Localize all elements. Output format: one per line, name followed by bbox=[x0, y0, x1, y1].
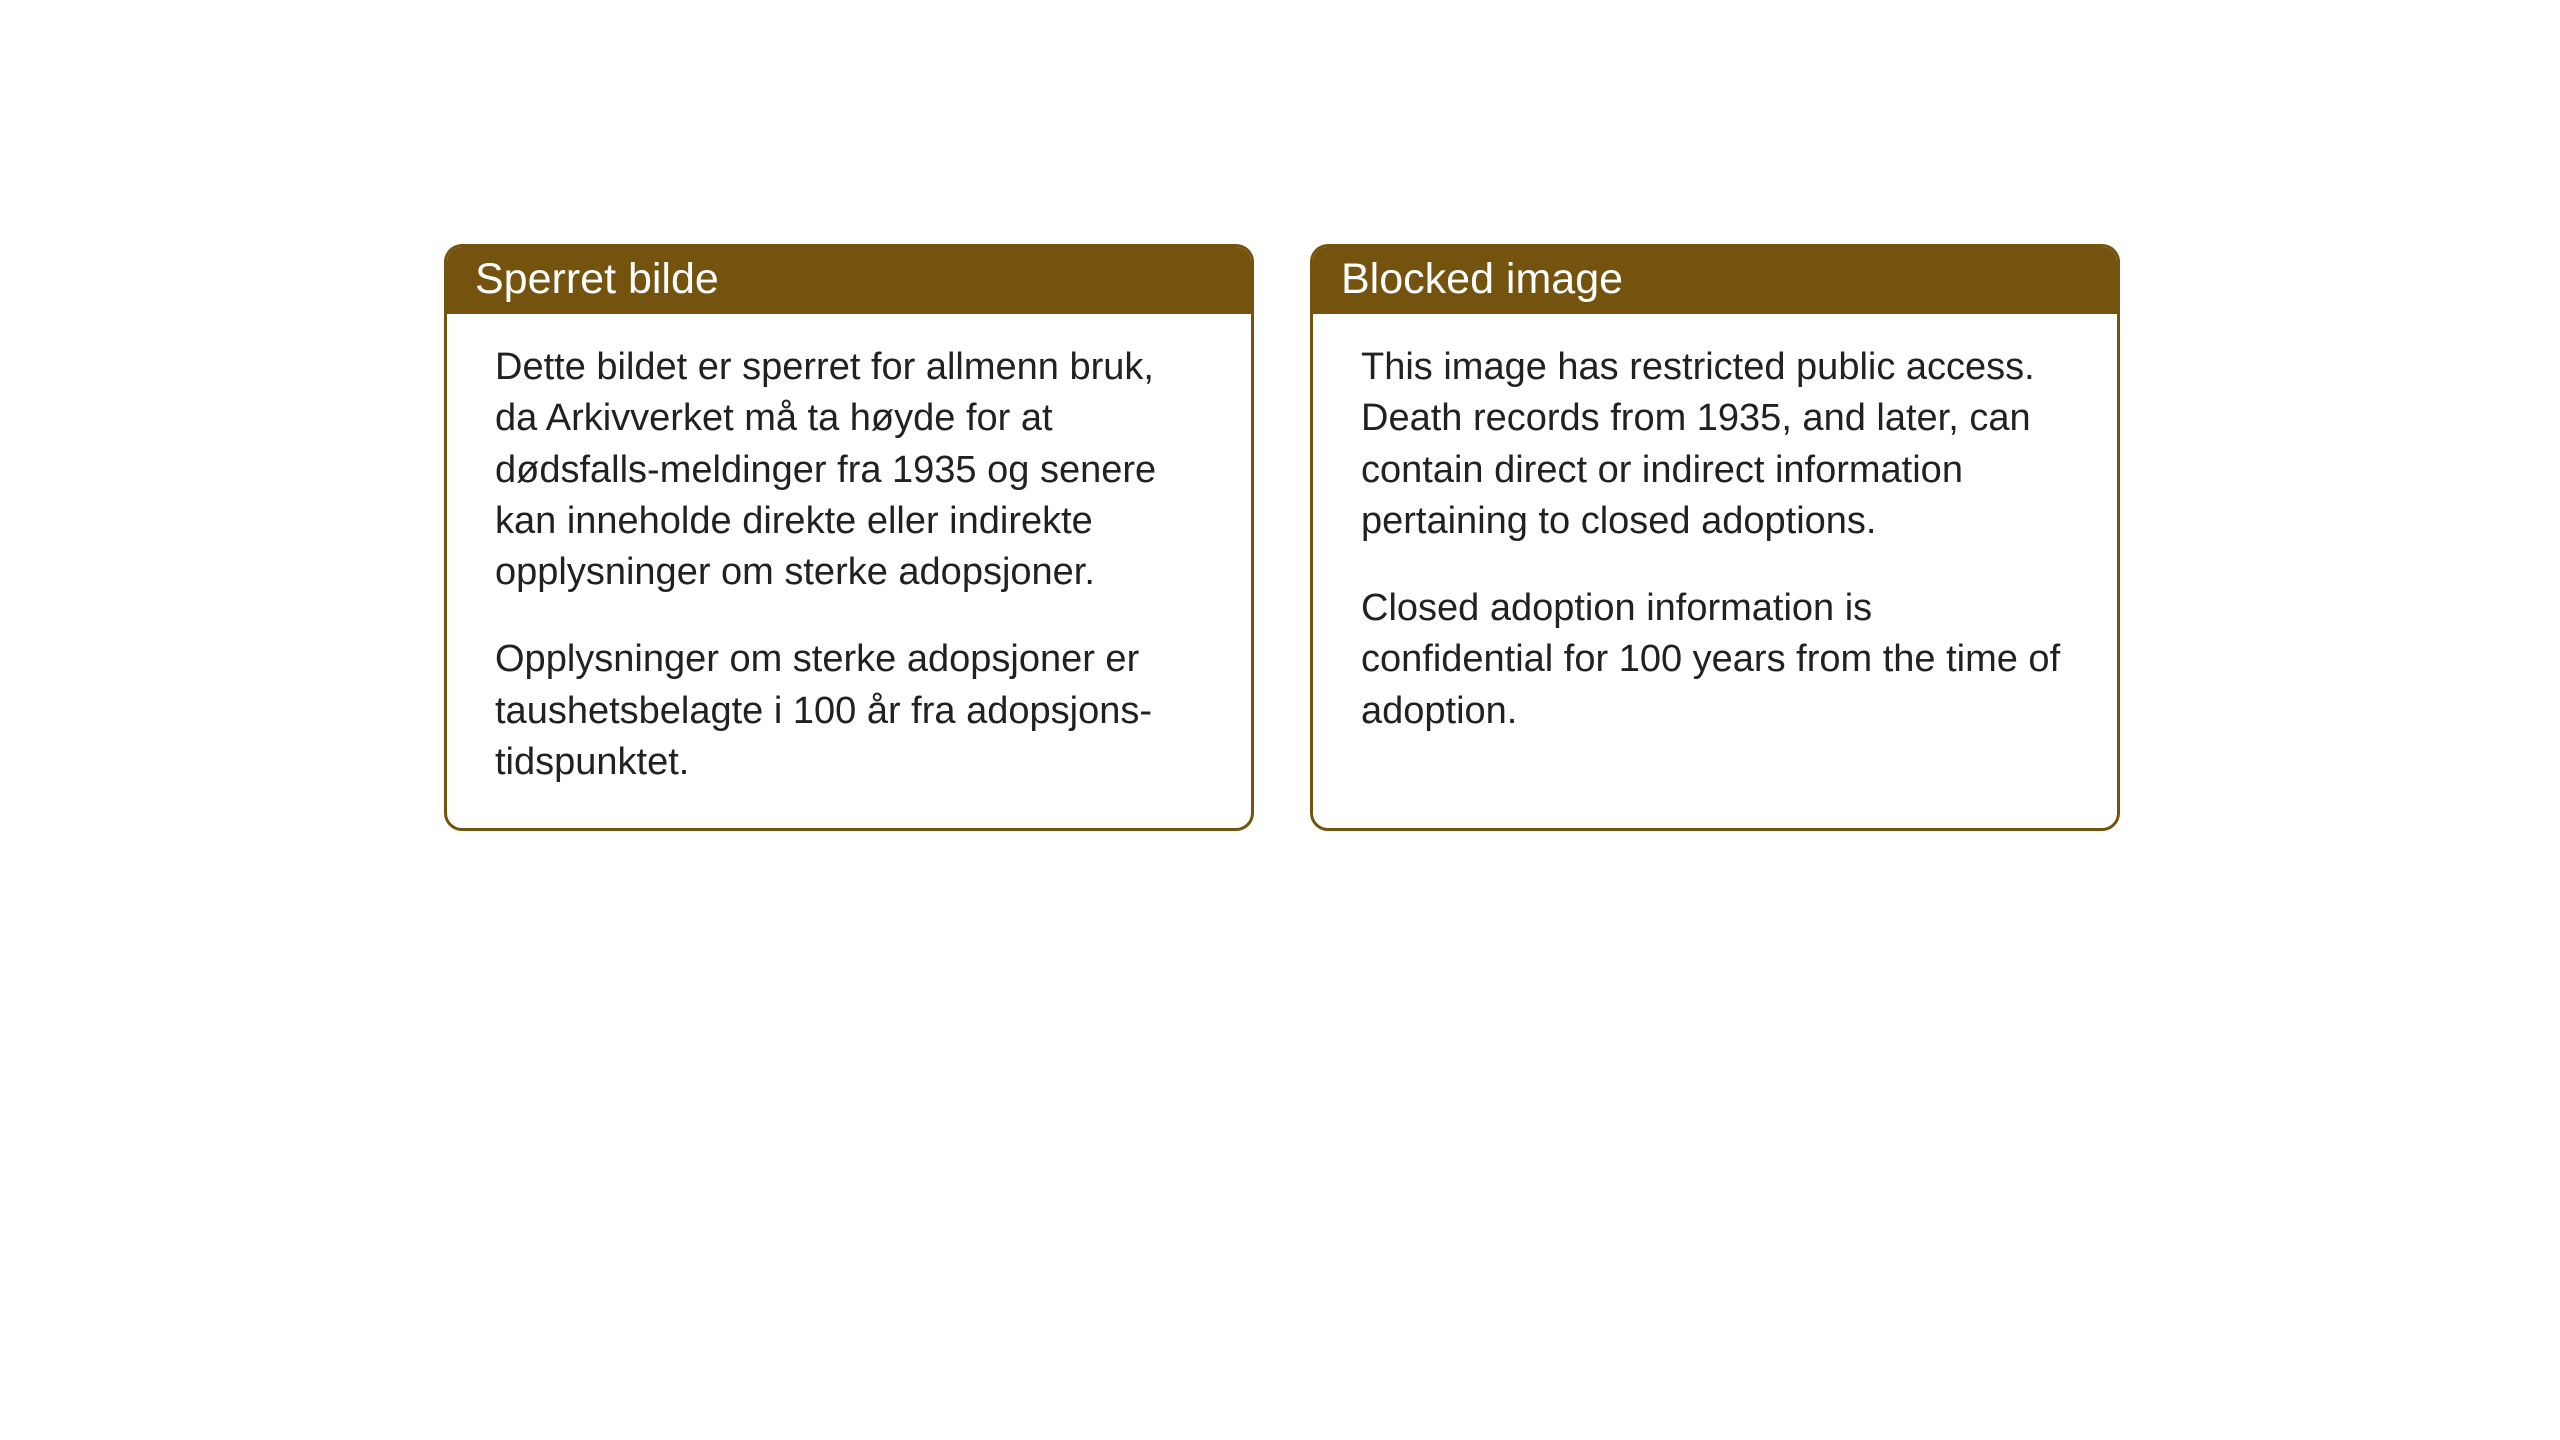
card-body-english: This image has restricted public access.… bbox=[1313, 314, 2117, 777]
card-paragraph-english-2: Closed adoption information is confident… bbox=[1361, 583, 2069, 737]
card-header-english: Blocked image bbox=[1313, 247, 2117, 314]
card-body-norwegian: Dette bildet er sperret for allmenn bruk… bbox=[447, 314, 1251, 828]
notice-card-english: Blocked image This image has restricted … bbox=[1310, 244, 2120, 831]
card-paragraph-english-1: This image has restricted public access.… bbox=[1361, 342, 2069, 547]
notice-card-norwegian: Sperret bilde Dette bildet er sperret fo… bbox=[444, 244, 1254, 831]
card-title-english: Blocked image bbox=[1341, 255, 1623, 303]
card-paragraph-norwegian-1: Dette bildet er sperret for allmenn bruk… bbox=[495, 342, 1203, 598]
card-header-norwegian: Sperret bilde bbox=[447, 247, 1251, 314]
notice-cards-container: Sperret bilde Dette bildet er sperret fo… bbox=[444, 244, 2120, 831]
card-title-norwegian: Sperret bilde bbox=[475, 255, 719, 303]
card-paragraph-norwegian-2: Opplysninger om sterke adopsjoner er tau… bbox=[495, 634, 1203, 788]
